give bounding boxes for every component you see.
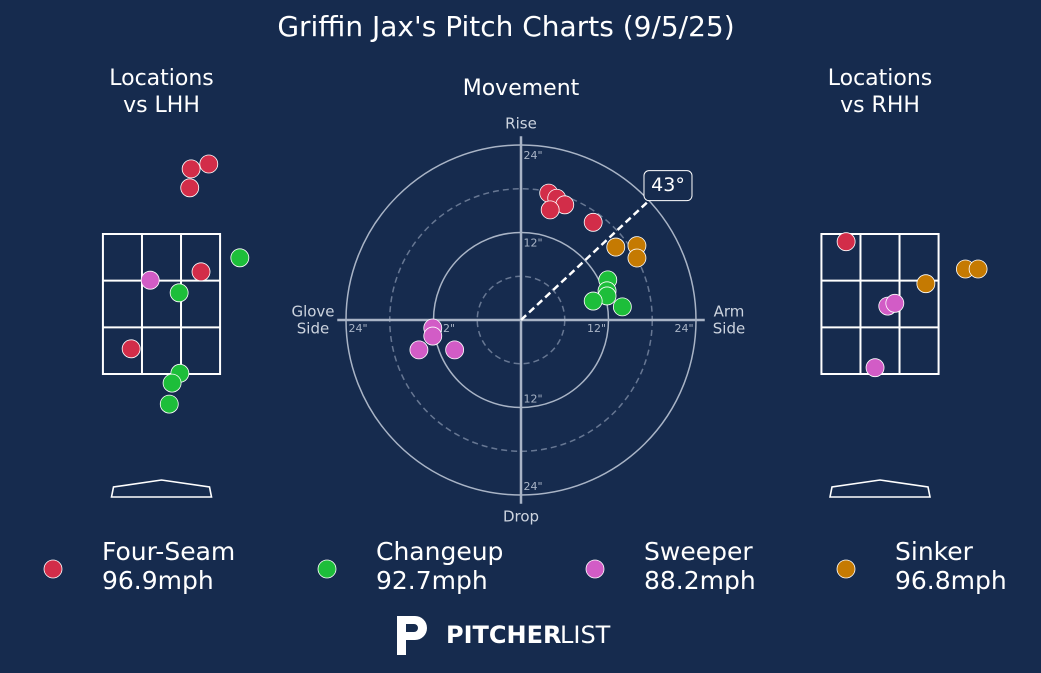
pitch-point [606, 237, 626, 257]
pitch-point [121, 339, 141, 359]
pitch-point [583, 291, 603, 311]
pitch-point [409, 340, 429, 360]
legend-speed: 88.2mph [644, 566, 756, 595]
logo: PITCHER LIST [397, 616, 611, 655]
panel-title: Locations [828, 66, 933, 91]
pitch-point [885, 293, 905, 313]
r-tick-label: 12" [523, 393, 542, 406]
pitch-point [169, 283, 189, 303]
strike-zone [101, 233, 222, 375]
pitch-point [583, 212, 603, 232]
r-tick-label: 24" [674, 322, 693, 335]
pitch-point [540, 200, 560, 220]
pitch-point [191, 262, 211, 282]
pitch-point [423, 326, 443, 346]
pitch-point [865, 358, 885, 378]
axis-label: Side [297, 320, 329, 338]
legend-marker [43, 559, 63, 579]
pitch-point [627, 248, 647, 268]
arm-angle-line [520, 199, 650, 321]
axis-label: Side [713, 320, 745, 338]
r-tick-label: 24" [348, 322, 367, 335]
pitch-point [199, 154, 219, 174]
legend-marker [317, 559, 337, 579]
legend-name: Four-Seam [102, 537, 235, 566]
pitch-point [445, 340, 465, 360]
pitch-point [159, 394, 179, 414]
panel-title: Locations [109, 66, 214, 91]
legend-marker [836, 559, 856, 579]
pitch-point [230, 248, 250, 268]
r-tick-label: 24" [523, 149, 542, 162]
legend-name: Sweeper [644, 537, 753, 566]
legend-speed: 92.7mph [376, 566, 488, 595]
r-tick-label: 24" [523, 480, 542, 493]
arm-angle-box [643, 170, 693, 202]
legend-speed: 96.9mph [102, 566, 214, 595]
pitch-point [180, 178, 200, 198]
panel-title: vs LHH [123, 93, 200, 118]
pitch-point [836, 232, 856, 252]
home-plate [829, 479, 931, 498]
logo-text: PITCHER [446, 621, 561, 649]
legend-name: Sinker [895, 537, 974, 566]
logo-icon [397, 616, 427, 655]
home-plate [110, 479, 213, 498]
axis-label: Drop [503, 508, 539, 526]
pitch-point [162, 373, 182, 393]
legend-marker [585, 559, 605, 579]
r-tick-label: 12" [587, 322, 606, 335]
pitch-point [916, 274, 936, 294]
axis-label: Rise [505, 115, 537, 133]
r-tick-label: 12" [523, 237, 542, 250]
pitch-point [181, 159, 201, 179]
axis-label: Glove [291, 303, 334, 321]
pitch-point [612, 297, 632, 317]
arm-angle-label: 43° [651, 174, 685, 196]
chart-title: Griffin Jax's Pitch Charts (9/5/25) [277, 10, 734, 43]
legend-speed: 96.8mph [895, 566, 1007, 595]
legend-name: Changeup [376, 537, 503, 566]
pitch-point [968, 259, 988, 279]
panel-title: Movement [463, 76, 580, 101]
panel-title: vs RHH [840, 93, 920, 118]
logo-text: LIST [560, 621, 611, 649]
axis-label: Arm [714, 303, 745, 321]
pitch-point [140, 270, 160, 290]
